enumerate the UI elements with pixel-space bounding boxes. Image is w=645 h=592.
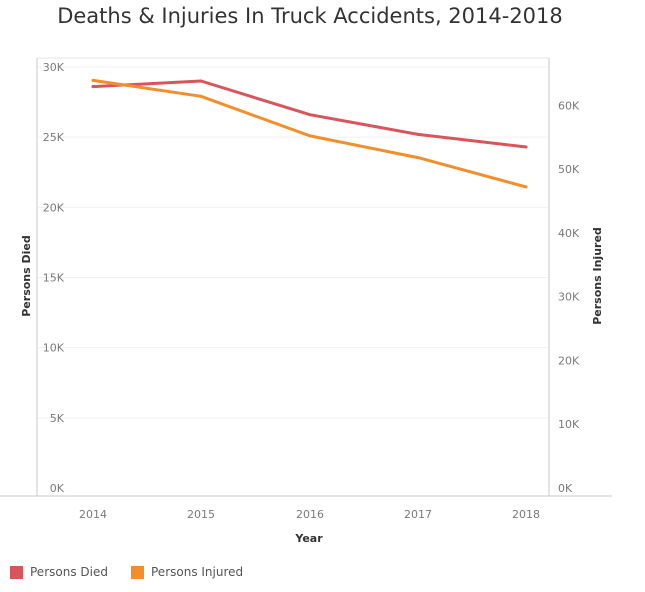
x-axis-ticks: 2014 2015 2016 2017 2018	[79, 508, 540, 521]
right-tick-label: 50K	[558, 163, 580, 176]
legend-item-persons-died[interactable]: Persons Died	[10, 565, 108, 579]
left-tick-label: 5K	[50, 412, 65, 425]
left-tick-label: 10K	[43, 342, 65, 355]
data-point[interactable]	[524, 145, 528, 149]
right-tick-label: 40K	[558, 227, 580, 240]
left-tick-label: 0K	[50, 482, 65, 495]
y-axis-title-left: Persons Died	[20, 235, 33, 317]
y-axis-title-right: Persons Injured	[591, 227, 604, 325]
series-lines	[91, 78, 528, 189]
series-line-persons-injured	[91, 78, 528, 189]
gridlines	[37, 66, 549, 419]
left-tick-label: 25K	[43, 131, 65, 144]
left-tick-label: 15K	[43, 272, 65, 285]
right-tick-label: 60K	[558, 99, 580, 112]
right-tick-label: 10K	[558, 418, 580, 431]
data-point[interactable]	[199, 79, 203, 83]
data-point[interactable]	[199, 94, 203, 98]
x-tick-label: 2014	[79, 508, 107, 521]
data-point[interactable]	[416, 156, 420, 160]
data-point[interactable]	[308, 134, 312, 138]
right-tick-label: 20K	[558, 354, 580, 367]
legend-label-persons-injured: Persons Injured	[151, 565, 244, 579]
legend-swatch-persons-died	[10, 565, 23, 579]
legend-label-persons-died: Persons Died	[30, 565, 108, 579]
data-point[interactable]	[91, 78, 95, 82]
data-point[interactable]	[91, 85, 95, 89]
x-tick-label: 2018	[512, 508, 540, 521]
data-point[interactable]	[524, 185, 528, 189]
x-tick-label: 2017	[404, 508, 432, 521]
right-axis-ticks: 0K 10K 20K 30K 40K 50K 60K	[558, 99, 580, 495]
data-point[interactable]	[416, 132, 420, 136]
left-tick-label: 20K	[43, 201, 65, 214]
legend-item-persons-injured[interactable]: Persons Injured	[131, 565, 243, 579]
x-tick-label: 2015	[187, 508, 215, 521]
x-tick-label: 2016	[296, 508, 324, 521]
data-point[interactable]	[308, 113, 312, 117]
legend-swatch-persons-injured	[131, 565, 144, 579]
right-tick-label: 30K	[558, 291, 580, 304]
left-axis-ticks: 0K 5K 10K 15K 20K 25K 30K	[43, 61, 65, 495]
chart-title: Deaths & Injuries In Truck Accidents, 20…	[57, 4, 563, 28]
right-tick-label: 0K	[558, 482, 573, 495]
x-axis-title: Year	[294, 532, 323, 545]
left-tick-label: 30K	[43, 61, 65, 74]
